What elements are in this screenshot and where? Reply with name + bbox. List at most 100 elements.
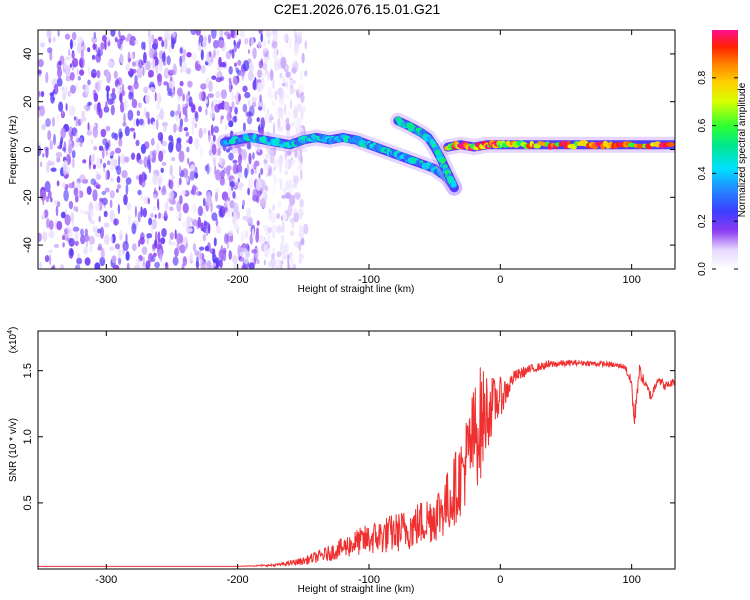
noise-blob [279, 163, 283, 174]
noise-blob [204, 98, 208, 104]
noise-blob [231, 101, 235, 109]
noise-blob [255, 178, 262, 191]
snr-y-ticks: 0.5 1.0 1.5 [22, 363, 675, 511]
noise-blob [214, 191, 219, 202]
x-tick-label: -300 [95, 274, 117, 286]
noise-blob [229, 181, 236, 188]
noise-blob [71, 140, 75, 149]
noise-blob [289, 86, 294, 95]
noise-blob [280, 241, 284, 250]
noise-blob [131, 223, 137, 235]
noise-blob [153, 193, 157, 200]
noise-blob [88, 65, 91, 76]
noise-blob [110, 235, 114, 244]
noise-blob [148, 217, 153, 226]
noise-blob [268, 208, 272, 214]
noise-blob [179, 165, 182, 174]
noise-blob [76, 42, 82, 54]
noise-blob [114, 147, 122, 154]
noise-blob [220, 89, 227, 99]
noise-blob [102, 147, 105, 159]
noise-blob [268, 165, 273, 175]
noise-blob [203, 197, 206, 207]
noise-blob [270, 212, 277, 224]
noise-blob [84, 245, 88, 256]
noise-blob [248, 99, 251, 108]
noise-blob [265, 185, 268, 192]
y-tick-label: -20 [22, 189, 34, 205]
noise-blob [232, 116, 237, 123]
noise-blob [247, 70, 254, 81]
noise-blob [225, 209, 232, 218]
noise-blob [150, 213, 154, 218]
spectrogram-traces [216, 112, 675, 196]
noise-blob [89, 219, 95, 225]
y-tick-label: 1.5 [22, 363, 34, 378]
noise-blob [77, 186, 80, 198]
noise-blob [271, 41, 278, 49]
noise-blob [251, 96, 257, 103]
noise-blob [247, 116, 253, 125]
noise-blob [239, 251, 245, 257]
noise-blob [118, 247, 121, 258]
noise-blob [282, 187, 287, 194]
noise-blob [129, 127, 135, 132]
noise-blob [42, 153, 45, 158]
noise-blob [194, 122, 198, 129]
noise-blob [223, 101, 230, 111]
noise-blob [242, 103, 248, 113]
noise-blob [190, 164, 196, 172]
noise-blob [136, 110, 141, 117]
noise-blob [234, 106, 239, 115]
noise-blob [134, 39, 139, 45]
noise-blob [56, 156, 61, 163]
snr-frame [37, 330, 676, 570]
noise-blob [284, 170, 289, 176]
noise-blob [267, 108, 270, 115]
noise-blob [104, 187, 110, 193]
noise-blob [228, 152, 234, 161]
noise-blob [243, 256, 249, 264]
noise-blob [143, 60, 147, 73]
noise-blob [272, 204, 275, 212]
noise-blob [67, 90, 71, 97]
noise-blob [153, 205, 157, 211]
noise-blob [59, 140, 63, 149]
noise-blob [63, 61, 68, 70]
noise-blob [133, 117, 137, 127]
noise-blob [219, 259, 223, 269]
noise-blob [242, 122, 246, 132]
noise-blob [257, 106, 263, 111]
noise-blob [100, 158, 103, 164]
noise-blob [218, 102, 225, 110]
noise-blob [208, 223, 211, 234]
noise-blob [65, 75, 72, 82]
noise-blob [104, 39, 107, 51]
noise-blob [298, 258, 303, 264]
noise-blob [71, 52, 75, 59]
noise-blob [147, 197, 150, 205]
noise-blob [251, 101, 257, 108]
noise-blob [291, 79, 296, 85]
noise-blob [42, 198, 45, 206]
noise-blob [137, 211, 141, 223]
noise-blob [168, 191, 175, 200]
noise-blob [161, 161, 167, 166]
noise-blob [168, 179, 174, 190]
noise-blob [150, 150, 153, 160]
noise-blob [267, 248, 271, 253]
noise-blob [285, 71, 291, 78]
noise-blob [118, 138, 123, 147]
noise-blob [77, 36, 84, 45]
noise-blob [91, 73, 96, 78]
noise-blob [267, 226, 272, 234]
noise-blob [272, 30, 278, 36]
noise-blob [230, 30, 235, 38]
noise-blob [280, 259, 283, 269]
noise-blob [97, 228, 102, 234]
noise-blob [75, 195, 79, 203]
noise-blob [143, 173, 148, 181]
noise-blob [241, 148, 248, 161]
noise-blob [90, 154, 95, 166]
noise-blob [231, 211, 234, 217]
